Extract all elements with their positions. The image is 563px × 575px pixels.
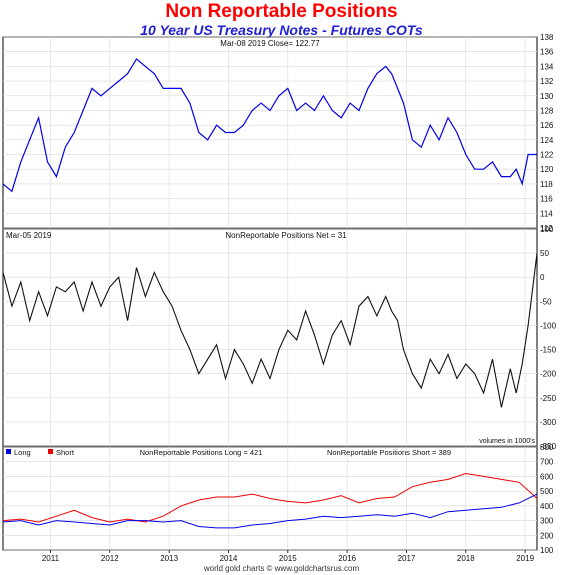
longshort-y-ticks: 100 200 300 400 500 600 700 800 (540, 443, 554, 555)
y-tick-label: 300 (540, 517, 554, 526)
price-grid (3, 36, 537, 229)
x-tick-label: 2012 (101, 554, 119, 563)
x-tick-label: 2014 (220, 554, 238, 563)
y-tick-label: 130 (540, 92, 554, 101)
legend-short-label: Short (56, 448, 75, 457)
y-tick-label: -350 (540, 442, 557, 451)
net-date: Mar-05 2019 (6, 231, 52, 240)
y-tick-label: 124 (540, 136, 554, 145)
y-tick-label: 800 (540, 443, 554, 452)
y-tick-label: 132 (540, 77, 554, 86)
legend-short-swatch (48, 449, 53, 454)
short-line (2, 472, 538, 523)
y-tick-label: 100 (540, 546, 554, 555)
net-y-ticks: -350 -300 -250 -200 -150 -100 -50 0 50 100 (540, 225, 557, 451)
x-tick-label: 2018 (457, 554, 475, 563)
x-tick-label: 2011 (42, 554, 60, 563)
price-line (2, 58, 537, 193)
y-tick-label: 200 (540, 531, 554, 540)
y-tick-label: 138 (540, 33, 554, 42)
legend-long-swatch (6, 449, 11, 454)
y-tick-label: 0 (540, 273, 545, 282)
y-tick-label: 126 (540, 121, 554, 130)
x-tick-label: 2019 (516, 554, 534, 563)
y-tick-label: 136 (540, 48, 554, 57)
x-tick-label: 2016 (338, 554, 356, 563)
y-tick-label: -250 (540, 394, 557, 403)
y-tick-label: 118 (540, 180, 553, 189)
x-tick-label: 2013 (160, 554, 178, 563)
y-tick-label: -50 (540, 297, 552, 306)
x-axis-ticks: 2011 2012 2013 2014 2015 2016 2017 2018 2019 (42, 550, 535, 563)
y-tick-label: 112 (540, 224, 553, 233)
legend-long-label: Long (14, 448, 31, 457)
price-header: Mar-08 2019 Close= 122.77 (220, 39, 320, 48)
price-y-ticks: 112 114 116 118 120 122 124 126 128 130 132 134 136 1… (540, 33, 554, 233)
net-grid (3, 228, 537, 447)
y-tick-label: 114 (540, 209, 553, 218)
volumes-note: volumes in 1000's (479, 438, 535, 445)
x-tick-label: 2015 (279, 554, 297, 563)
y-tick-label: 500 (540, 487, 554, 496)
y-tick-label: 116 (540, 195, 553, 204)
y-tick-label: 128 (540, 106, 554, 115)
short-header: NonReportable Positions Short = 389 (327, 448, 451, 457)
y-tick-label: 120 (540, 165, 554, 174)
longshort-grid (3, 446, 537, 551)
y-tick-label: 100 (540, 225, 554, 234)
y-tick-label: 122 (540, 151, 554, 160)
x-tick-label: 2017 (398, 554, 416, 563)
footer-credit: world gold charts © www.goldchartsrus.co… (203, 564, 360, 573)
long-line (2, 493, 538, 529)
y-tick-label: 134 (540, 62, 554, 71)
y-tick-label: -150 (540, 346, 557, 355)
net-header: NonReportable Positions Net = 31 (225, 231, 347, 240)
long-header: NonReportable Positions Long = 421 (140, 448, 263, 457)
y-tick-label: 50 (540, 249, 549, 258)
page-subtitle: 10 Year US Treasury Notes - Futures COTs (140, 22, 423, 38)
y-tick-label: 600 (540, 472, 554, 481)
net-line (2, 253, 538, 408)
y-tick-label: -200 (540, 370, 557, 379)
y-tick-label: -300 (540, 418, 557, 427)
y-tick-label: 400 (540, 502, 554, 511)
page-title: Non Reportable Positions (165, 1, 398, 22)
y-tick-label: -100 (540, 321, 557, 330)
y-tick-label: 700 (540, 458, 554, 467)
net-panel-frame (2, 228, 538, 447)
